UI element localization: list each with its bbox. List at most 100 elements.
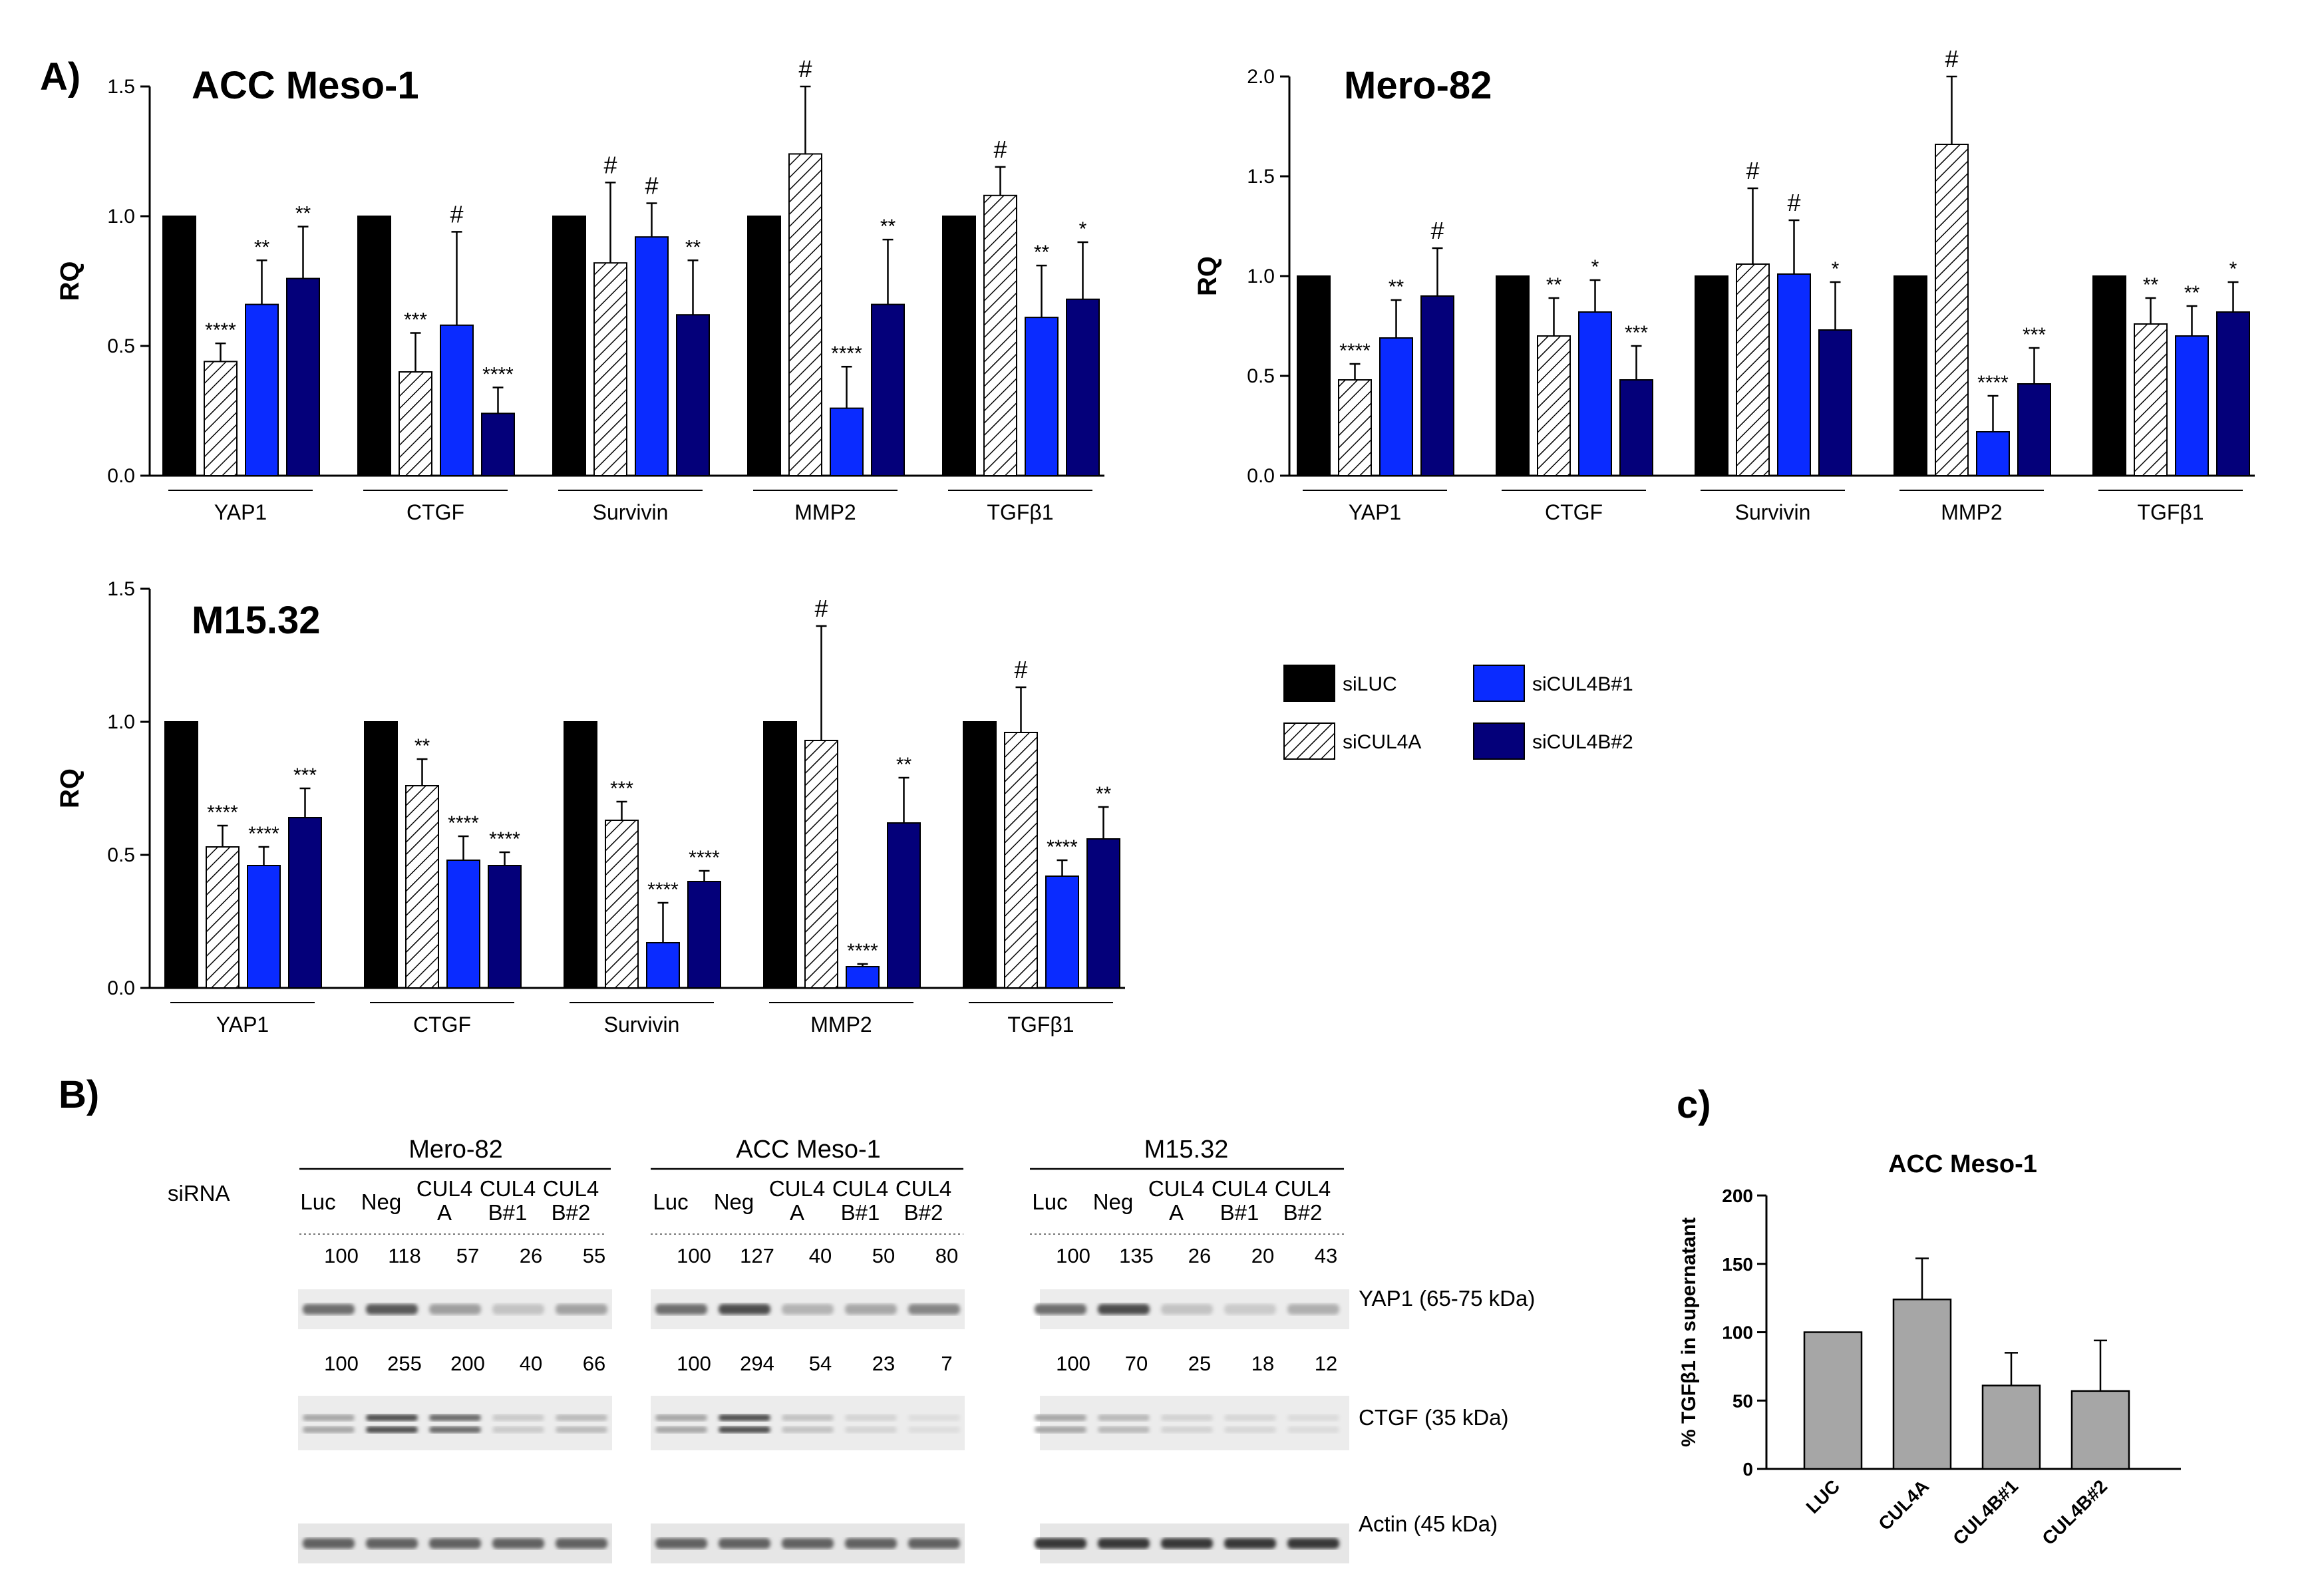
significance-label: ** <box>414 735 430 757</box>
y-tick-label: 0.5 <box>107 335 135 357</box>
bar-mmp2-sicul4a <box>1935 144 1969 476</box>
y-tick-label: 200 <box>1722 1186 1753 1206</box>
ctgf-quant-value: 100 <box>677 1352 711 1375</box>
blot-strip <box>651 1396 965 1450</box>
ctgf-band-upper <box>1287 1414 1339 1421</box>
legend-swatch-sicul4a <box>1283 722 1335 760</box>
bar-survivin-sicul4b-1 <box>635 236 669 476</box>
bar-yap1-sicul4a <box>206 846 240 989</box>
lane-label: CUL4 <box>543 1176 599 1201</box>
x-category-label: YAP1 <box>1349 500 1401 524</box>
bar-yap1-sicul4a <box>1338 379 1372 476</box>
lane-label: B#1 <box>841 1200 880 1225</box>
bar-ctgf-siluc <box>357 216 391 476</box>
yap1-band <box>303 1304 355 1315</box>
x-category-label: Survivin <box>593 500 669 524</box>
ctgf-band-upper <box>908 1414 960 1421</box>
significance-label: # <box>798 55 812 82</box>
lane-label: CUL4 <box>480 1176 536 1201</box>
bar-mmp2-sicul4a <box>788 153 822 476</box>
significance-label: **** <box>448 812 479 834</box>
ctgf-band-upper <box>782 1414 834 1421</box>
significance-label: * <box>2229 258 2237 280</box>
y-tick-label: 1.5 <box>107 76 135 98</box>
yap1-band <box>1098 1304 1150 1315</box>
yap1-band <box>1035 1304 1086 1315</box>
band-label: CTGF (35 kDa) <box>1359 1405 1509 1430</box>
legend-swatch-siluc <box>1283 665 1335 702</box>
ctgf-quant-value: 255 <box>387 1352 422 1375</box>
chart-tgfb1-supernatant: ACC Meso-1 % TGFβ1 in supernatant 0 50 100 15… <box>1678 1150 2181 1549</box>
y-tick-label: 1.0 <box>107 206 135 228</box>
x-category-label: Survivin <box>1735 500 1811 524</box>
significance-label: # <box>1014 656 1027 683</box>
ctgf-band-upper <box>1224 1414 1276 1421</box>
legend-swatch-sicul4b-2 <box>1473 722 1525 760</box>
significance-label: *** <box>1625 322 1648 344</box>
significance-label: # <box>1746 157 1759 184</box>
actin-band <box>655 1538 707 1549</box>
blot-strip <box>1040 1396 1349 1450</box>
yap1-band <box>655 1304 707 1315</box>
significance-label: *** <box>293 764 317 786</box>
legend-label: siCUL4A <box>1343 731 1421 753</box>
lane-label: CUL4 <box>769 1176 825 1201</box>
ctgf-quant-value: 54 <box>809 1352 832 1375</box>
significance-label: # <box>814 595 828 622</box>
significance-label: **** <box>1977 372 2009 394</box>
western-blot: siRNAMero-82Luc100100Neg118255CUL4A57200… <box>168 1136 1535 1563</box>
yap1-band <box>1224 1304 1276 1315</box>
actin-band <box>845 1538 897 1549</box>
bar-tgf-1-sicul4b-2 <box>1086 838 1120 989</box>
yap1-band <box>908 1304 960 1315</box>
legend-label: siLUC <box>1343 673 1397 695</box>
x-category-label: MMP2 <box>1941 500 2002 524</box>
actin-band <box>429 1538 481 1549</box>
bar-yap1-sicul4b-1 <box>1379 337 1413 476</box>
significance-label: **** <box>831 343 862 365</box>
bar-ctgf-sicul4b-2 <box>1619 379 1653 476</box>
yap1-quant-value: 80 <box>935 1244 958 1267</box>
significance-label: * <box>1079 218 1087 240</box>
x-category-label: TGFβ1 <box>987 500 1053 524</box>
ctgf-band-lower <box>719 1426 770 1433</box>
bar-ctgf-sicul4a <box>1537 335 1571 476</box>
bar-ctgf-siluc <box>364 721 398 989</box>
lane-label: B#2 <box>1283 1200 1323 1225</box>
lane-label: CUL4 <box>1212 1176 1267 1201</box>
ctgf-quant-value: 70 <box>1125 1352 1148 1375</box>
significance-label: * <box>1591 256 1599 278</box>
panel-label-c: c) <box>1677 1083 1711 1126</box>
ctgf-quant-value: 40 <box>520 1352 542 1375</box>
actin-band <box>908 1538 960 1549</box>
ctgf-quant-value: 66 <box>583 1352 605 1375</box>
actin-band <box>1287 1538 1339 1549</box>
actin-band <box>492 1538 544 1549</box>
ctgf-band-lower <box>1098 1426 1150 1433</box>
lane-label: Luc <box>653 1190 688 1214</box>
yap1-band <box>1287 1304 1339 1315</box>
lane-label: A <box>790 1200 804 1225</box>
yap1-quant-value: 20 <box>1251 1244 1274 1267</box>
significance-label: # <box>1787 189 1800 216</box>
legend-swatch-sicul4b-1 <box>1473 665 1525 702</box>
y-axis-label: % TGFβ1 in supernatant <box>1678 1217 1700 1447</box>
bar-ctgf-sicul4a <box>405 785 439 989</box>
bar-tgf-1-siluc <box>2092 275 2126 476</box>
bar-cul4a <box>1892 1298 1952 1470</box>
y-tick-label: 0.0 <box>1247 465 1275 487</box>
bar-mmp2-sicul4b-2 <box>887 822 921 989</box>
y-tick-label: 1.5 <box>107 578 135 600</box>
significance-label: # <box>993 136 1007 163</box>
lane-label: B#2 <box>904 1200 943 1225</box>
bar-mmp2-siluc <box>1893 275 1927 476</box>
bar-tgf-1-sicul4b-2 <box>1066 298 1100 476</box>
lane-label: Neg <box>1093 1190 1134 1214</box>
y-tick-label: 0.0 <box>107 465 135 487</box>
significance-label: ** <box>1546 274 1562 296</box>
significance-label: ** <box>254 236 270 258</box>
y-tick-label: 2.0 <box>1247 66 1275 88</box>
lane-label: CUL4 <box>416 1176 472 1201</box>
chart-title: M15.32 <box>192 599 320 642</box>
yap1-quant-value: 43 <box>1315 1244 1337 1267</box>
